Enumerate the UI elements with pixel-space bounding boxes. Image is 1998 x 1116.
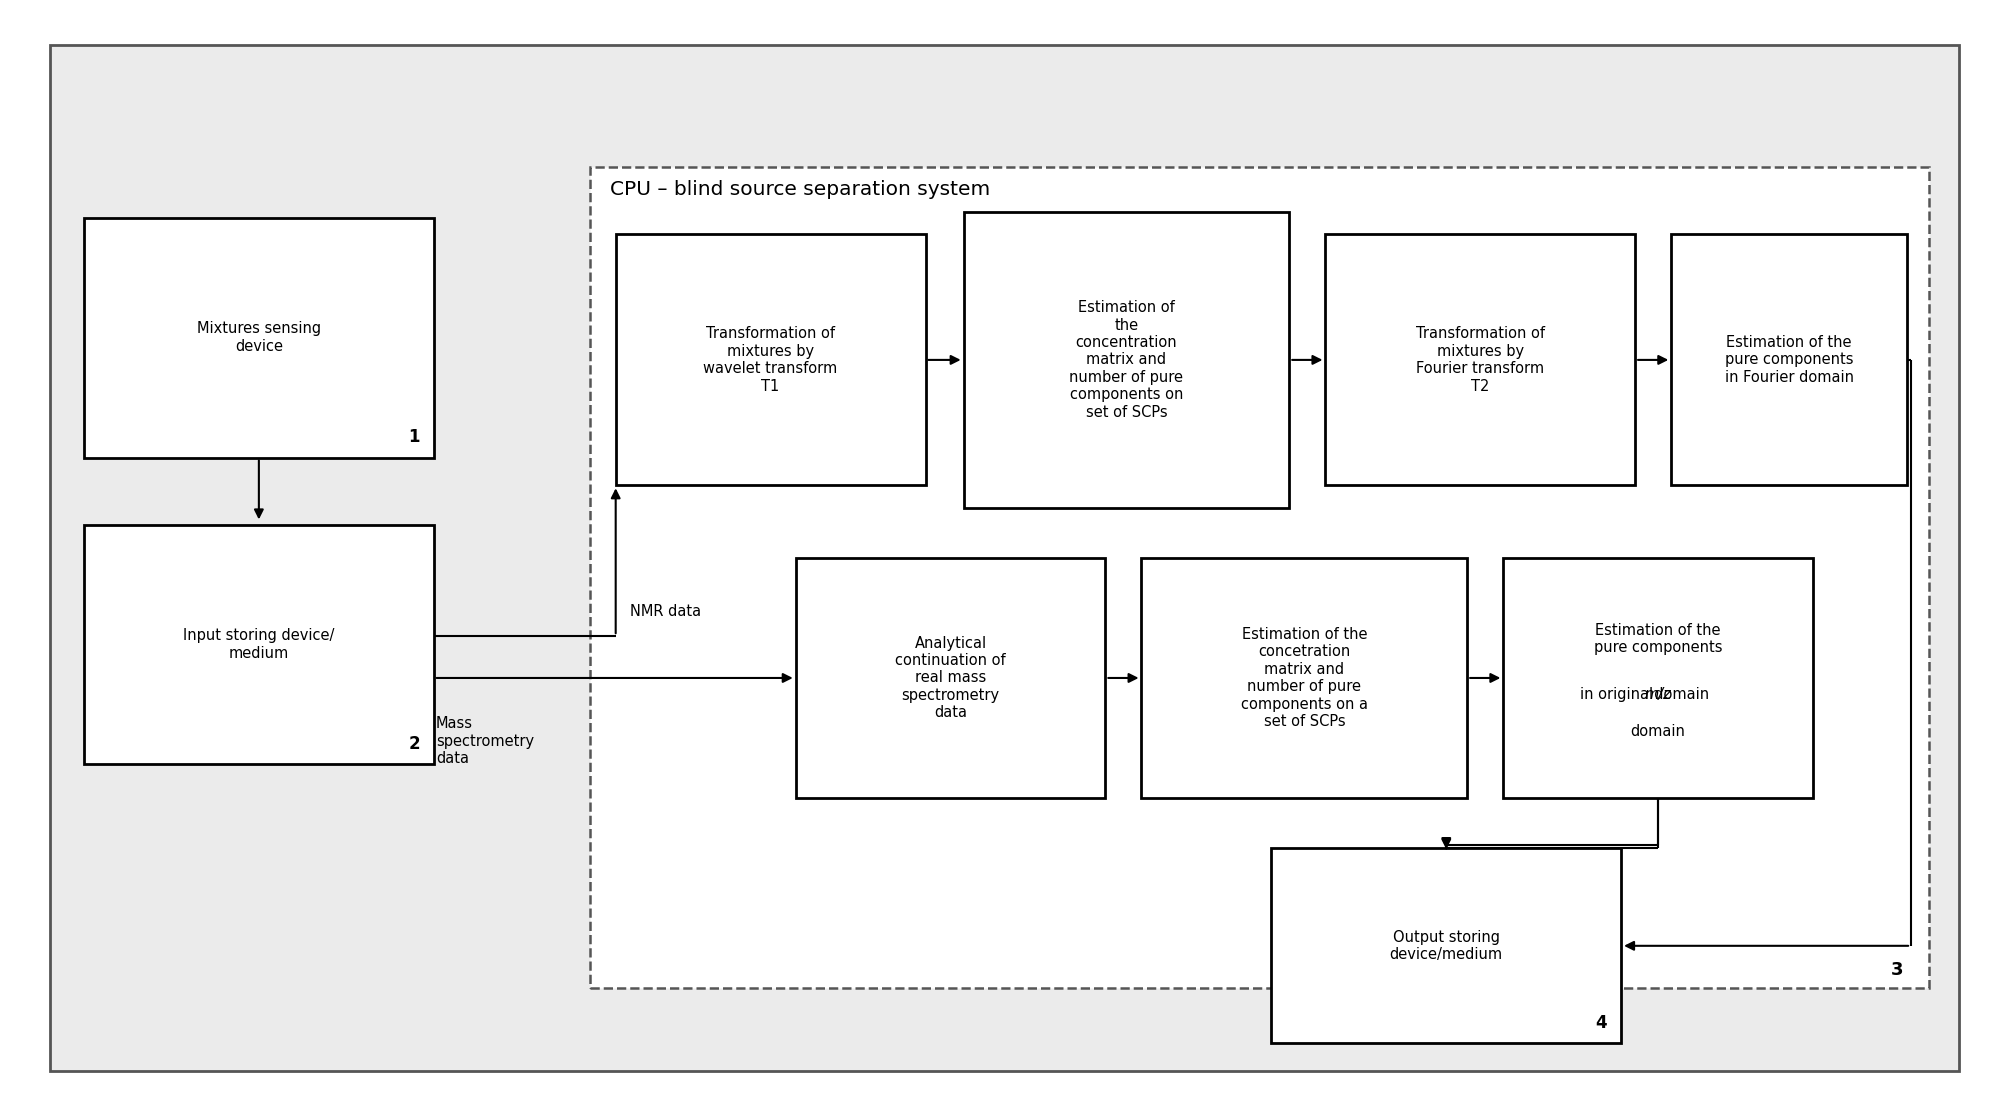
- Text: domain: domain: [1630, 724, 1684, 739]
- Text: 1: 1: [408, 429, 420, 446]
- Text: 3: 3: [1890, 961, 1902, 979]
- Text: 4: 4: [1594, 1014, 1606, 1032]
- Text: Estimation of the
pure components: Estimation of the pure components: [1592, 623, 1722, 655]
- Bar: [1325, 234, 1634, 485]
- Bar: [84, 218, 434, 458]
- Text: NMR data: NMR data: [629, 605, 701, 619]
- Bar: [1670, 234, 1906, 485]
- Text: Output storing
device/medium: Output storing device/medium: [1389, 930, 1502, 962]
- Text: CPU – blind source separation system: CPU – blind source separation system: [609, 180, 989, 199]
- Bar: [589, 167, 1928, 988]
- Bar: [795, 558, 1105, 798]
- Bar: [1271, 848, 1620, 1043]
- Text: Input storing device/
medium: Input storing device/ medium: [184, 628, 334, 661]
- Text: Estimation of
the
concentration
matrix and
number of pure
components on
set of S: Estimation of the concentration matrix a…: [1069, 300, 1183, 420]
- Text: domain: domain: [1606, 687, 1708, 702]
- Bar: [1502, 558, 1812, 798]
- Text: 2: 2: [408, 735, 420, 753]
- Text: Mixtures sensing
device: Mixtures sensing device: [196, 321, 322, 354]
- Text: m/z: m/z: [1644, 687, 1670, 702]
- Text: Mass
spectrometry
data: Mass spectrometry data: [436, 716, 533, 767]
- Text: in original: in original: [1580, 687, 1658, 702]
- Text: Estimation of the
concetration
matrix and
number of pure
components on a
set of : Estimation of the concetration matrix an…: [1241, 627, 1367, 729]
- Bar: [615, 234, 925, 485]
- Text: Transformation of
mixtures by
wavelet transform
T1: Transformation of mixtures by wavelet tr…: [703, 326, 837, 394]
- Text: Estimation of the
pure components
in Fourier domain: Estimation of the pure components in Fou…: [1724, 335, 1852, 385]
- Text: Transformation of
mixtures by
Fourier transform
T2: Transformation of mixtures by Fourier tr…: [1415, 326, 1544, 394]
- Text: Analytical
continuation of
real mass
spectrometry
data: Analytical continuation of real mass spe…: [895, 636, 1005, 720]
- Bar: [963, 212, 1289, 508]
- Bar: [1141, 558, 1467, 798]
- Bar: [84, 525, 434, 764]
